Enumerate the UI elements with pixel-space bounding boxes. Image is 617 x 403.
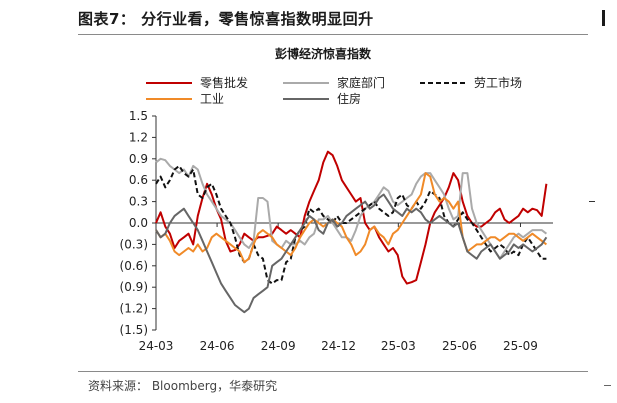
title-divider (78, 34, 588, 35)
y-tick-label: 0.6 (129, 173, 148, 187)
page-corner-mark (604, 385, 611, 386)
margin-dash (589, 201, 595, 202)
chart-title: 彭博经济惊喜指数 (275, 46, 372, 61)
series-line-5 (155, 193, 548, 314)
y-tick-label: (1.5) (120, 323, 148, 337)
chart-axes: 1.5 1.2 0.9 0.6 0.3 0.0 (0.3) (0.6) (0.9) (1.2) (1… (120, 109, 553, 353)
y-tick-label: 1.5 (129, 109, 148, 123)
x-tick-label: 24-06 (200, 339, 235, 353)
legend-label: 工业 (200, 92, 224, 106)
y-tick-label: 1.2 (129, 130, 148, 144)
figure-header: 图表7： 分行业看，零售惊喜指数明显回升 (0, 0, 617, 34)
series-line-3 (155, 164, 547, 285)
series-line-4 (155, 172, 548, 264)
y-tick-label: 0.3 (129, 195, 148, 209)
y-tick-label: (0.3) (120, 237, 148, 251)
y-tick-label: 0.0 (129, 216, 148, 230)
x-tick-label: 25-09 (503, 339, 538, 353)
series-line-2 (155, 157, 548, 260)
legend-label: 零售批发 (200, 75, 248, 90)
y-tick-label: (1.2) (120, 302, 148, 316)
x-tick-label: 24-03 (139, 339, 174, 353)
x-tick-label: 24-12 (321, 339, 356, 353)
y-tick-label: (0.9) (120, 280, 148, 294)
x-tick-label: 24-09 (261, 339, 296, 353)
legend-label: 家庭部门 (337, 75, 385, 90)
figure-title: 图表7： 分行业看，零售惊喜指数明显回升 (78, 10, 374, 28)
source-note: 资料来源： Bloomberg，华泰研究 (88, 379, 278, 393)
source-divider (78, 371, 588, 372)
page-edge-mark (602, 10, 605, 26)
series-layer (155, 150, 548, 314)
x-tick-label: 25-03 (381, 339, 416, 353)
x-tick-label: 25-06 (442, 339, 477, 353)
y-tick-label: 0.9 (129, 152, 148, 166)
series-line-1 (155, 150, 548, 285)
legend-label: 劳工市场 (474, 75, 522, 90)
legend-label: 住房 (337, 91, 361, 106)
y-tick-label: (0.6) (120, 259, 148, 273)
